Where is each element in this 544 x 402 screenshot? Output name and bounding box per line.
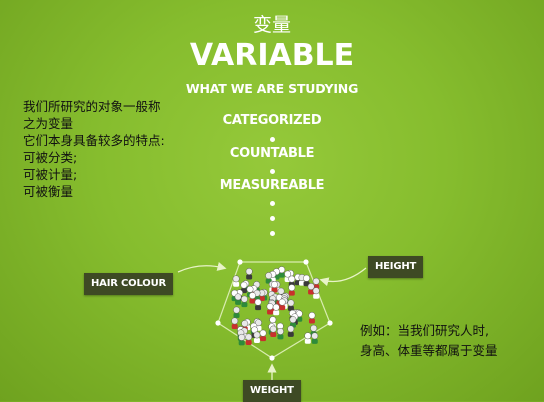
person-icon [253, 331, 261, 343]
left-note-line: 可被分类; [23, 150, 78, 165]
people-crowd [231, 266, 320, 346]
person-icon [232, 275, 240, 287]
person-icon [287, 325, 295, 337]
separator-dot [270, 137, 275, 142]
weight-label: WEIGHT [243, 380, 301, 402]
person-icon [254, 298, 262, 311]
property-categorized: CATEGORIZED [222, 113, 322, 128]
pentagon-vertex-dot [303, 259, 309, 265]
trail-dot [270, 216, 275, 221]
right-note: 例如：当我们研究人时, 身高、体重等都属于变量 [360, 321, 498, 361]
left-note-line: 可被计量; [23, 167, 78, 182]
person-icon [265, 272, 273, 284]
pentagon-vertices [215, 259, 333, 361]
pentagon-vertex-dot [215, 320, 221, 326]
person-icon [278, 298, 286, 311]
separator-dot [270, 169, 275, 174]
person-icon [271, 281, 278, 293]
right-note-line: 例如：当我们研究人时, [360, 323, 489, 338]
person-icon [308, 312, 316, 324]
chinese-title: 变量 [252, 14, 291, 36]
height-arrow [319, 267, 367, 287]
main-title: VARIABLE [189, 38, 355, 73]
pentagon-outline [217, 261, 331, 359]
pentagon-vertex-dot [327, 320, 333, 326]
property-countable: COUNTABLE [229, 146, 315, 161]
trail-dot [270, 231, 275, 236]
hair-colour-arrow [177, 262, 227, 273]
hair-colour-label: HAIR COLOUR [84, 273, 173, 295]
left-note-line: 可被衡量 [23, 184, 74, 199]
right-note-line: 身高、体重等都属于变量 [360, 343, 498, 358]
person-icon [245, 333, 253, 345]
person-icon [307, 283, 315, 295]
person-icon [238, 333, 246, 346]
person-icon [311, 332, 319, 344]
person-icon [259, 329, 267, 342]
person-icon [304, 332, 312, 344]
left-note-line: 我们所研究的对象一般称 [23, 99, 161, 114]
person-icon [289, 316, 297, 328]
person-icon [240, 295, 248, 308]
subtitle: WHAT WE ARE STUDYING [185, 81, 359, 96]
height-label: HEIGHT [368, 256, 424, 278]
left-note-line: 之为变量 [23, 116, 74, 131]
property-measureable: MEASUREABLE [219, 178, 325, 193]
person-icon [245, 268, 253, 280]
person-icon [272, 303, 280, 316]
person-icon [266, 303, 274, 315]
person-icon [249, 292, 256, 304]
person-icon [233, 306, 240, 319]
person-icon [288, 284, 296, 296]
person-icon [234, 293, 242, 305]
person-icon [287, 299, 295, 311]
person-icon [312, 287, 320, 299]
left-note: 我们所研究的对象一般称 之为变量 它们本身具备较多的特点: 可被分类; 可被计量… [23, 98, 165, 200]
person-icon [276, 327, 284, 340]
person-icon [269, 325, 277, 338]
person-icon [231, 317, 239, 329]
pentagon-vertex-dot [269, 355, 275, 361]
trail-dot [270, 201, 275, 206]
left-note-line: 它们本身具备较多的特点: [23, 133, 165, 148]
pentagon-vertex-dot [237, 259, 243, 265]
person-icon [278, 266, 286, 278]
